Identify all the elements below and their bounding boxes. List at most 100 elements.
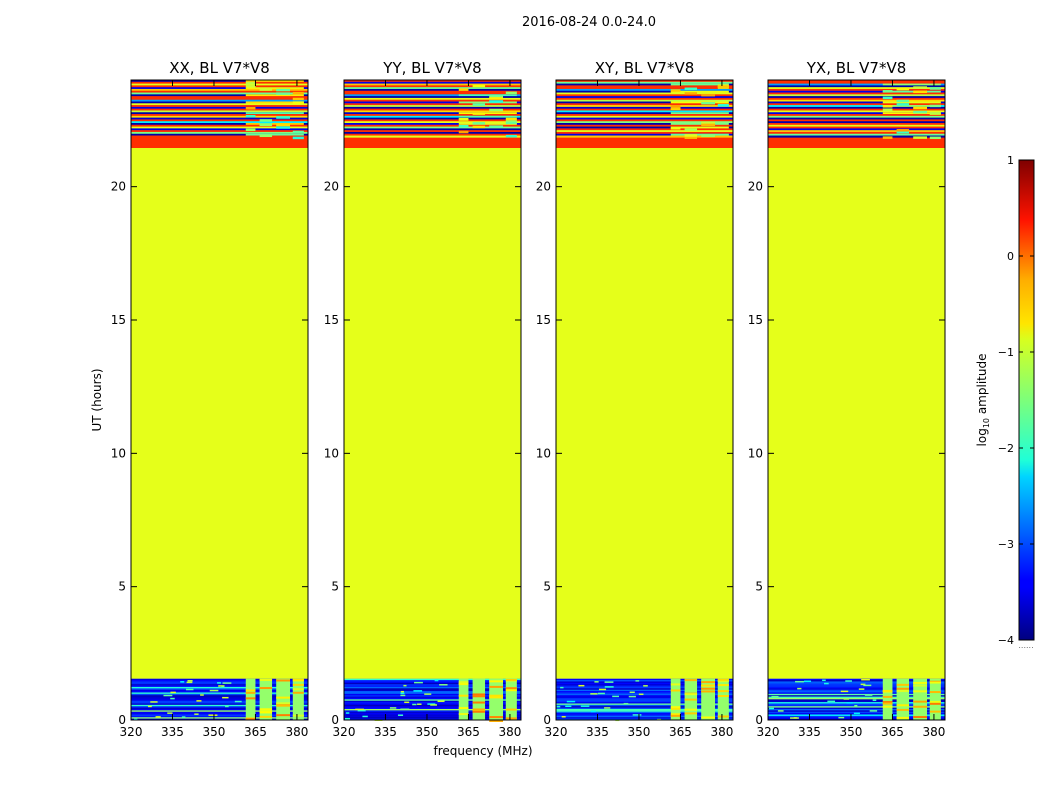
heatmap-segment-high-fill [344,137,521,148]
heatmap-row [768,128,945,131]
heatmap-row [131,692,308,695]
heatmap-row [556,684,733,686]
heatmap-speckle [403,684,407,687]
heatmap-row [344,692,521,695]
panel: XX, BL V7*V8 320 335 350 365 380 0 5 10 15 20 [111,59,309,739]
rfi-band-spike [913,684,928,687]
rfi-band-spike [292,714,304,717]
rfi-band-spike [896,130,910,134]
x-tick-label: 320 [757,725,780,739]
heatmap-row [131,126,308,129]
rfi-band-spike [259,710,273,713]
heatmap-row [768,80,945,83]
heatmap-row [768,700,945,703]
heatmap-speckle [439,684,448,686]
heatmap-row [131,704,308,707]
heatmap-row [768,131,945,135]
heatmap-speckle [822,679,826,682]
heatmap-row [768,135,945,138]
heatmap-row [344,686,521,689]
heatmap-row [556,87,733,90]
heatmap-row [344,110,521,113]
heatmap-speckle [170,691,176,694]
heatmap-row [344,130,521,133]
rfi-band [292,678,304,720]
rfi-band-spike [929,87,941,90]
heatmap-speckle [840,690,849,693]
heatmap-speckle [629,691,635,694]
rfi-band-row [882,112,941,115]
heatmap-row [768,681,945,684]
rfi-band-row [882,90,941,93]
heatmap-speckle [181,716,186,718]
heatmap-speckle [185,688,194,691]
rfi-band-row [670,83,729,86]
rfi-band-row [882,101,941,104]
rfi-band-spike [245,114,256,118]
heatmap-row [131,94,308,97]
heatmap-segment-high-fill [556,137,733,148]
heatmap-speckle [604,707,611,709]
heatmap-row [131,691,308,693]
rfi-band-spike [717,85,729,88]
rfi-band-spike [489,100,504,103]
rfi-band-row [458,101,517,104]
rfi-band-spike [913,716,928,719]
rfi-band-row [245,87,304,90]
heatmap-speckle [441,699,445,702]
heatmap-speckle [345,712,350,714]
y-tick-label: 10 [324,446,339,460]
y-tick-label: 15 [748,313,763,327]
rfi-band-spike [259,119,273,122]
rfi-band-spike [276,679,291,682]
rfi-band-spike [684,712,698,715]
rfi-band-row [458,112,517,115]
heatmap-row [768,697,945,700]
heatmap-row [344,708,521,711]
rfi-band-spike [489,716,504,719]
rfi-band-row [245,101,304,104]
rfi-band-spike [472,695,486,698]
rfi-band-spike [259,687,273,690]
y-tick-label: 10 [111,446,126,460]
rfi-band-spike [913,705,928,708]
heatmap-row [131,121,308,124]
rfi-band [882,678,893,720]
rfi-band-spike [259,711,273,714]
x-tick-label: 350 [416,725,439,739]
heatmap-row [131,83,308,86]
rfi-band-spike [505,679,517,682]
heatmap-row [344,101,521,104]
heatmap-row [768,119,945,122]
heatmap-row [131,110,308,113]
y-tick-label: 0 [331,713,339,727]
colorbar-label-suffix: amplitude [975,354,989,418]
figure-suptitle: 2016-08-24 0.0-24.0 [522,15,656,30]
heatmap-row [344,115,521,118]
rfi-band-spike [276,702,291,705]
rfi-band-spike [701,690,716,693]
heatmap-row [768,718,945,721]
x-tick-label: 335 [161,725,184,739]
panel: YY, BL V7*V8 320 335 350 365 380 0 5 10 15 20 [324,59,522,739]
x-tick-label: 320 [120,725,143,739]
rfi-band-row [670,112,729,115]
rfi-band-spike [489,685,504,688]
rfi-band-row [245,133,304,136]
rfi-band [472,678,486,720]
rfi-band-spike [913,106,928,110]
rfi-band-spike [929,691,941,694]
heatmap-row [131,119,308,122]
rfi-band-spike [684,128,698,131]
rfi-band-spike [472,708,486,711]
y-tick-label: 20 [324,180,339,194]
heatmap-row [556,85,733,88]
heatmap-row [556,81,733,84]
heatmap-row [344,682,521,685]
heatmap-row [556,124,733,127]
rfi-band-spike [670,107,681,110]
heatmap-speckle [604,686,614,688]
heatmap-speckle [200,694,204,696]
rfi-band-row [245,123,304,126]
rfi-band-spike [505,91,517,95]
